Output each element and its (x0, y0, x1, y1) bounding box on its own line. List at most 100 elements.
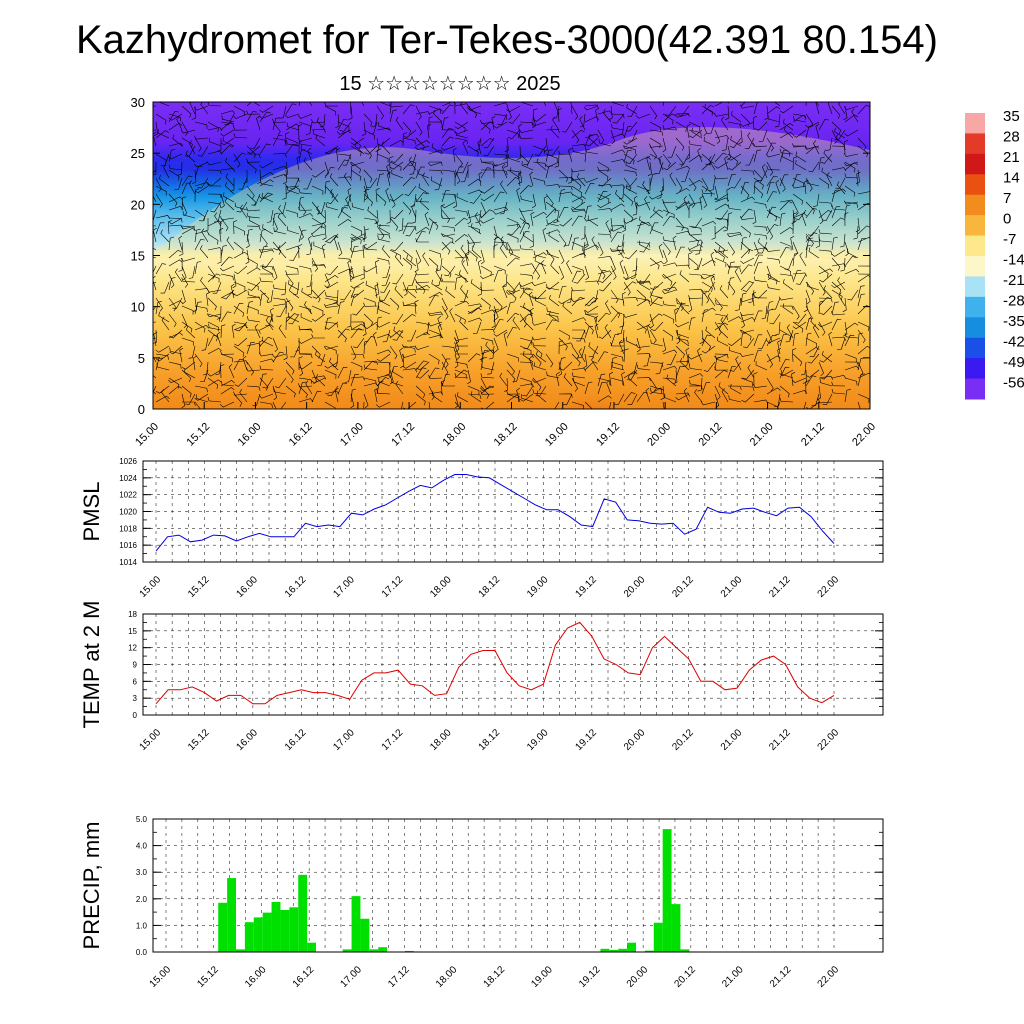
wind-barb (470, 279, 482, 291)
wind-barb (493, 164, 498, 179)
wind-barb (761, 305, 768, 320)
wind-barb (840, 233, 846, 248)
wind-barb (688, 252, 693, 267)
wind-barb (428, 374, 443, 379)
wind-barb (181, 305, 194, 315)
wind-barb (194, 305, 208, 313)
wind-barb (519, 231, 530, 243)
wind-barb (571, 201, 586, 210)
wind-barb (571, 287, 586, 292)
wind-barb (532, 145, 545, 154)
wind-barb (353, 337, 365, 349)
wind-barb (304, 301, 313, 315)
wind-barb (583, 353, 588, 369)
wind-barb (153, 385, 157, 394)
wind-barb (649, 313, 654, 329)
wind-barb (546, 219, 560, 227)
wind-barb (662, 209, 675, 219)
wind-barb (194, 228, 201, 243)
wind-barb (831, 336, 846, 341)
colorbar-swatch (965, 276, 985, 298)
wind-barb (826, 137, 833, 151)
wind-barb (408, 273, 417, 286)
wind-barb (194, 182, 210, 187)
wind-barb (454, 121, 466, 133)
wind-barb (414, 257, 419, 273)
wind-barb (220, 193, 225, 209)
wind-barb (470, 391, 482, 403)
wind-barb (532, 353, 542, 367)
wind-barb (185, 325, 196, 339)
wind-barb (683, 195, 690, 211)
wind-barb (534, 362, 547, 371)
wind-barb (402, 104, 415, 115)
wind-barb (714, 356, 721, 371)
wind-barb (697, 347, 703, 363)
wind-barb (584, 280, 599, 285)
wind-barb (701, 334, 712, 347)
wind-barb (616, 244, 625, 259)
wind-barb (714, 135, 730, 139)
wind-barb (519, 185, 533, 195)
wind-barb (548, 231, 560, 243)
wind-barb (200, 369, 209, 382)
wind-barb (502, 283, 508, 299)
wind-barb (467, 317, 483, 323)
wind-barb (571, 296, 585, 307)
wind-barb (428, 295, 439, 307)
wind-barb (393, 326, 404, 339)
wind-barb (363, 302, 378, 307)
wind-barb (779, 329, 791, 341)
wind-barb (753, 233, 768, 240)
wind-barb (236, 201, 248, 213)
wind-barb (571, 367, 587, 372)
wind-barb (246, 296, 261, 301)
x-tick-label: 15.00 (138, 574, 164, 600)
wind-barb (485, 341, 495, 355)
wind-barb (545, 229, 561, 235)
wind-barb (348, 105, 353, 120)
wind-barb (528, 291, 534, 307)
x-tick-label: 17.00 (338, 421, 366, 449)
wind-barb (441, 193, 456, 199)
wind-barb (246, 225, 261, 231)
wind-barb (687, 247, 703, 252)
wind-barb (452, 147, 457, 163)
wind-barb (272, 212, 279, 227)
wind-barb (246, 342, 255, 355)
wind-barb (394, 253, 404, 267)
wind-barb (285, 300, 291, 315)
wind-barb (454, 300, 470, 307)
wind-barb (376, 193, 387, 206)
wind-barb (662, 313, 675, 324)
wind-barb (363, 364, 378, 371)
wind-barb (707, 292, 716, 307)
wind-barb (311, 333, 326, 339)
wind-barb (753, 225, 768, 232)
wind-barb (847, 289, 859, 301)
wind-barb (415, 271, 430, 276)
wind-barb (238, 177, 248, 190)
wind-barb (272, 241, 282, 255)
wind-barb (753, 350, 762, 363)
x-tick-label: 16.00 (235, 727, 261, 753)
wind-barb (675, 177, 683, 192)
wind-barb (284, 161, 289, 177)
wind-barb (550, 125, 560, 139)
wind-barb (543, 195, 548, 211)
wind-barb (532, 265, 541, 280)
wind-barb (584, 205, 592, 219)
wind-barb (660, 385, 665, 400)
colorbar-label: -7 (1003, 231, 1016, 248)
y-axis-label: PMSL (79, 482, 104, 542)
wind-barb (363, 193, 373, 207)
wind-barb (371, 113, 378, 128)
wind-barb (662, 337, 667, 353)
wind-barb (812, 324, 820, 339)
wind-barb (169, 329, 183, 339)
wind-barb (740, 257, 755, 264)
wind-barb (709, 177, 716, 191)
wind-barb (350, 169, 362, 181)
wind-barb (348, 267, 353, 283)
wind-barb (700, 401, 716, 406)
